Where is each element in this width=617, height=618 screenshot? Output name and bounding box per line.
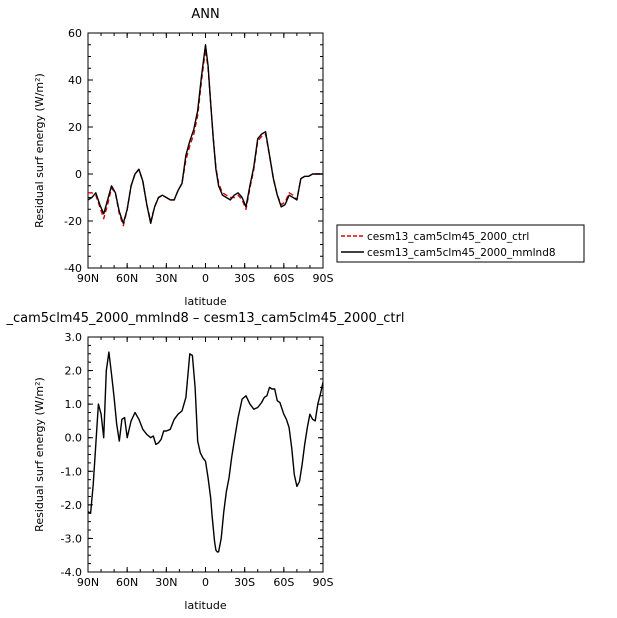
y-tick-label: 0.0 <box>65 432 83 445</box>
series-line <box>87 351 324 553</box>
x-tick-label: 60N <box>116 272 138 285</box>
y-tick-label: 1.0 <box>65 398 83 411</box>
y-tick-label: -2.0 <box>61 499 82 512</box>
x-tick-label: 30N <box>155 576 177 589</box>
difference-chart: _cam5clm45_2000_mmlnd8 – cesm13_cam5clm4… <box>6 311 405 612</box>
x-tick-label: 90N <box>77 576 99 589</box>
top-chart: ANN 90N 60N 30N 0 30S 60S 90S -40 -20 0 20 40 60 latit… <box>33 7 334 308</box>
y-tick-label: -4.0 <box>61 566 82 579</box>
x-tick-label: 30N <box>155 272 177 285</box>
x-tick-label: 90S <box>313 576 334 589</box>
chart-legend: cesm13_cam5clm45_2000_ctrl cesm13_cam5clm… <box>336 224 585 263</box>
x-tick-label: 60N <box>116 576 138 589</box>
chart-title: ANN <box>191 7 219 22</box>
plot-frame <box>87 336 324 573</box>
y-tick-label: 2.0 <box>65 365 83 378</box>
y-axis-label: Residual surf energy (W/m²) <box>33 377 46 532</box>
x-tick-label: 0 <box>202 576 209 589</box>
y-tick-label: 0 <box>75 168 82 181</box>
x-axis-label: latitude <box>184 295 226 308</box>
x-tick-label: 30S <box>234 576 255 589</box>
y-tick-label: 20 <box>68 121 82 134</box>
x-axis-label: latitude <box>184 599 226 612</box>
x-tick-label: 60S <box>273 576 294 589</box>
x-tick-label: 60S <box>273 272 294 285</box>
x-tick-label: 90S <box>313 272 334 285</box>
y-tick-label: -20 <box>64 215 82 228</box>
x-tick-label: 30S <box>234 272 255 285</box>
legend-label: cesm13_cam5clm45_2000_mmlnd8 <box>367 247 556 259</box>
chart-title: _cam5clm45_2000_mmlnd8 – cesm13_cam5clm4… <box>6 311 405 326</box>
y-tick-label: -40 <box>64 262 82 275</box>
y-tick-label: 3.0 <box>65 331 83 344</box>
y-tick-label: 60 <box>68 27 82 40</box>
plot-frame <box>87 32 324 269</box>
x-tick-label: 0 <box>202 272 209 285</box>
series-line <box>87 44 323 225</box>
legend-box <box>336 224 585 263</box>
x-tick-label: 90N <box>77 272 99 285</box>
legend-label: cesm13_cam5clm45_2000_ctrl <box>367 231 529 243</box>
y-tick-label: -3.0 <box>61 532 82 545</box>
y-tick-label: -1.0 <box>61 465 82 478</box>
y-axis-label: Residual surf energy (W/m²) <box>33 73 46 228</box>
y-tick-label: 40 <box>68 74 82 87</box>
